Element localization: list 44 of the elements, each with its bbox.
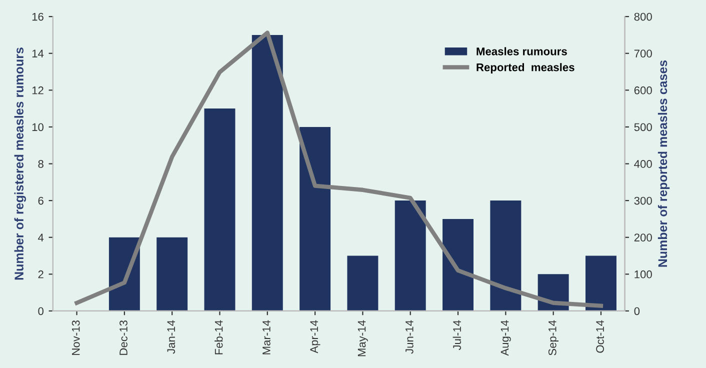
x-tick-label: Feb-14 xyxy=(214,320,223,354)
legend-label: Reported measles xyxy=(476,63,574,74)
x-tick-label: Aug-14 xyxy=(500,320,511,356)
y2-tick-label: 500 xyxy=(634,123,652,132)
y2-tick-label: 400 xyxy=(634,160,652,168)
bar xyxy=(394,200,426,311)
bar xyxy=(442,218,474,311)
bar xyxy=(347,256,378,311)
y-tick-label: 12 xyxy=(32,86,44,94)
y2-tick-label: 700 xyxy=(634,50,652,58)
bar xyxy=(300,126,331,311)
y2-tick-label: 800 xyxy=(634,12,652,21)
y-tick-label: 0 xyxy=(38,307,44,316)
y-tick-label: 6 xyxy=(38,196,44,205)
bar xyxy=(252,34,283,311)
y2-tick-label: 200 xyxy=(634,234,652,242)
x-tick-label: May-14 xyxy=(358,320,368,356)
y-tick-label: 4 xyxy=(38,234,44,242)
x-tick-label: Jan-14 xyxy=(167,320,176,354)
bar xyxy=(490,200,522,311)
y-tick-label: 16 xyxy=(32,12,44,21)
y-tick-label: 14 xyxy=(32,50,44,58)
y-tick-label: 8 xyxy=(38,160,44,168)
y2-tick-label: 100 xyxy=(634,270,652,278)
bar xyxy=(585,256,616,311)
x-tick-label: Apr-14 xyxy=(310,320,320,354)
x-tick-label: Dec-13 xyxy=(120,320,128,355)
legend-label: Measles rumours xyxy=(476,47,567,56)
y-axis-title: Number of registered measles rumours xyxy=(14,48,26,280)
y-tick-label: 10 xyxy=(32,123,44,132)
y-tick-label: 2 xyxy=(38,270,44,278)
y2-tick-label: 300 xyxy=(634,196,652,205)
line-series xyxy=(74,30,604,308)
x-tick-label: Mar-14 xyxy=(262,320,270,354)
x-tick-label: Jul-14 xyxy=(452,320,461,350)
bar xyxy=(204,108,236,311)
y2-axis-title: Number of reported measles cases xyxy=(658,60,670,267)
y2-tick-label: 0 xyxy=(634,307,640,316)
x-tick-label: Nov-13 xyxy=(72,320,80,355)
x-tick-label: Sep-14 xyxy=(548,320,559,356)
x-tick-label: Oct-14 xyxy=(596,320,604,353)
y2-tick-label: 600 xyxy=(634,86,652,94)
x-tick-label: Jun-14 xyxy=(406,320,414,354)
bar xyxy=(156,237,188,311)
